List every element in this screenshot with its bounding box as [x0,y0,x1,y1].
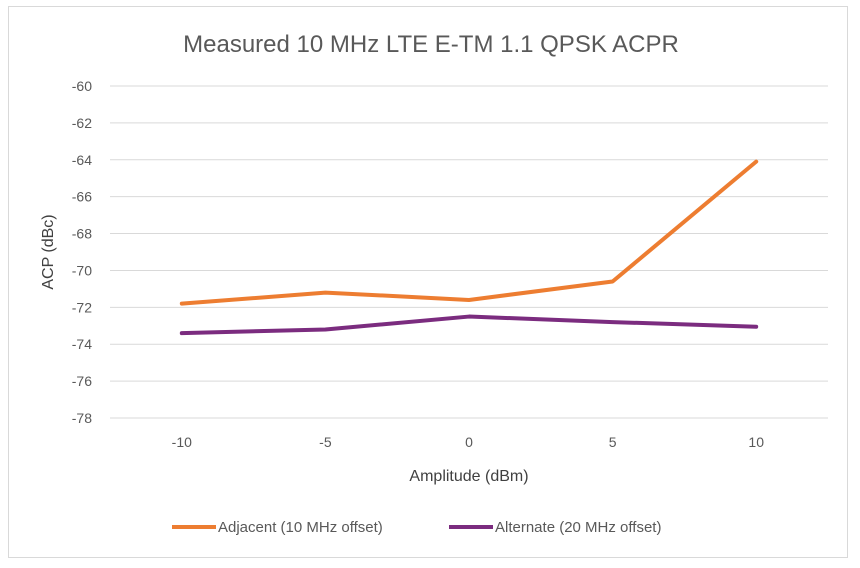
series-lines [179,159,759,336]
y-tick-label: -70 [72,262,92,278]
y-tick-label: -72 [72,299,92,315]
legend-label-1: Alternate (20 MHz offset) [495,519,661,536]
y-tick-label: -78 [72,410,92,426]
x-tick-label: -5 [319,434,332,450]
y-tick-label: -60 [72,78,92,94]
gridlines [110,85,828,419]
x-tick-label: 0 [465,434,473,450]
x-tick-label: 5 [609,434,617,450]
y-tick-label: -76 [72,373,92,389]
y-tick-label: -64 [72,152,92,168]
y-tick-label: -74 [72,336,92,352]
y-axis-ticks: -60 -62 -64 -66 -68 -70 -72 -74 -76 -78 [72,78,92,426]
legend-label-0: Adjacent (10 MHz offset) [218,519,383,536]
y-tick-label: -68 [72,226,92,242]
series-line-1 [179,314,759,336]
y-tick-label: -66 [72,189,92,205]
legend: Adjacent (10 MHz offset) Alternate (20 MH… [172,519,661,536]
chart-frame [8,6,848,558]
y-axis-title: ACP (dBc) [40,214,57,289]
x-tick-label: -10 [172,434,192,450]
x-axis-ticks: -10 -5 0 5 10 [172,434,765,450]
x-tick-label: 10 [748,434,764,450]
chart-title: Measured 10 MHz LTE E-TM 1.1 QPSK ACPR [183,31,679,58]
y-tick-label: -62 [72,115,92,131]
series-line-0 [179,159,759,306]
x-axis-title: Amplitude (dBm) [409,468,528,485]
